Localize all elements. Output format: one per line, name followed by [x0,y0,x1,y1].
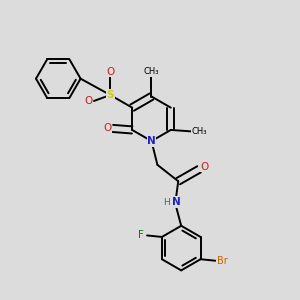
Text: H: H [164,197,170,206]
Text: N: N [147,136,156,146]
Text: CH₃: CH₃ [191,127,207,136]
Text: O: O [85,96,93,106]
Text: N: N [172,197,181,207]
Text: O: O [106,67,114,77]
Text: O: O [103,124,112,134]
Text: S: S [106,90,114,100]
Text: Br: Br [217,256,227,266]
Text: F: F [138,230,144,241]
Text: CH₃: CH₃ [144,67,159,76]
Text: O: O [200,162,208,172]
